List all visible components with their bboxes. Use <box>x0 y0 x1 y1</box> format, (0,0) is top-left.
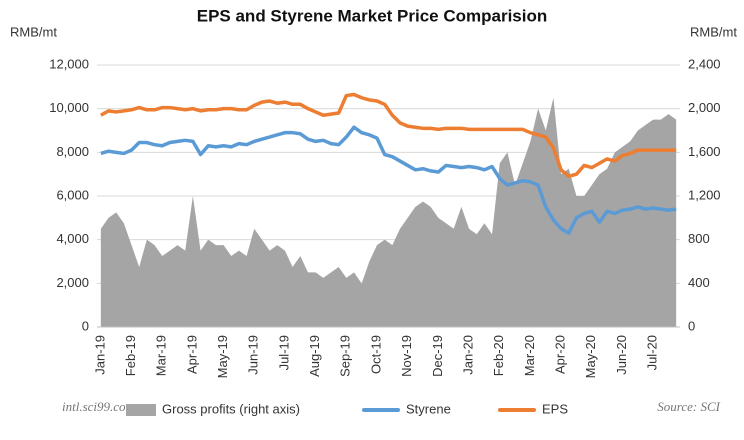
x-tick-label: May-19 <box>215 335 230 378</box>
y-tick-label: 10,000 <box>49 100 89 115</box>
y2-tick-label: 2,000 <box>688 100 721 115</box>
annotation: intl.sci99.com <box>62 399 135 414</box>
y-tick-label: 12,000 <box>49 56 89 71</box>
x-tick-label: Mar-20 <box>522 335 537 376</box>
chart-title: EPS and Styrene Market Price Comparision <box>197 6 548 25</box>
legend-swatch <box>126 404 156 416</box>
x-tick-label: Jul-19 <box>276 335 291 370</box>
x-tick-label: Sep-19 <box>338 335 353 377</box>
x-tick-label: Jan-20 <box>460 335 475 375</box>
legend-label: Styrene <box>406 401 451 416</box>
x-tick-label: Oct-19 <box>368 335 383 374</box>
y2-tick-label: 2,400 <box>688 56 721 71</box>
y2-tick-label: 400 <box>688 275 710 290</box>
x-tick-label: Jan-19 <box>92 335 107 375</box>
annotation: Source: SCI <box>657 399 720 414</box>
y-tick-label: 8,000 <box>56 144 89 159</box>
x-tick-label: Dec-19 <box>430 335 445 377</box>
x-tick-label: Feb-19 <box>123 335 138 376</box>
x-tick-label: Apr-19 <box>184 335 199 374</box>
y-tick-label: 4,000 <box>56 231 89 246</box>
y-tick-label: 2,000 <box>56 275 89 290</box>
x-tick-label: Aug-19 <box>307 335 322 377</box>
x-tick-label: Nov-19 <box>399 335 414 377</box>
x-tick-label: Mar-19 <box>154 335 169 376</box>
x-tick-label: Feb-20 <box>491 335 506 376</box>
y2-tick-label: 1,200 <box>688 187 721 202</box>
y2-axis-title: RMB/mt <box>690 24 737 39</box>
y-tick-label: 6,000 <box>56 187 89 202</box>
x-tick-label: May-20 <box>583 335 598 378</box>
x-tick-label: Jun-20 <box>614 335 629 375</box>
line <box>100 125 677 235</box>
area <box>100 97 677 327</box>
legend-label: EPS <box>542 401 568 416</box>
y2-tick-label: 1,600 <box>688 144 721 159</box>
y2-tick-label: 800 <box>688 231 710 246</box>
y2-tick-label: 0 <box>688 318 695 333</box>
x-tick-label: Jul-20 <box>645 335 660 370</box>
y-axis-title: RMB/mt <box>10 24 57 39</box>
x-tick-label: Jun-19 <box>246 335 261 375</box>
line <box>99 92 677 179</box>
x-tick-label: Apr-20 <box>553 335 568 374</box>
legend-label: Gross profits (right axis) <box>162 401 300 416</box>
y-tick-label: 0 <box>82 318 89 333</box>
